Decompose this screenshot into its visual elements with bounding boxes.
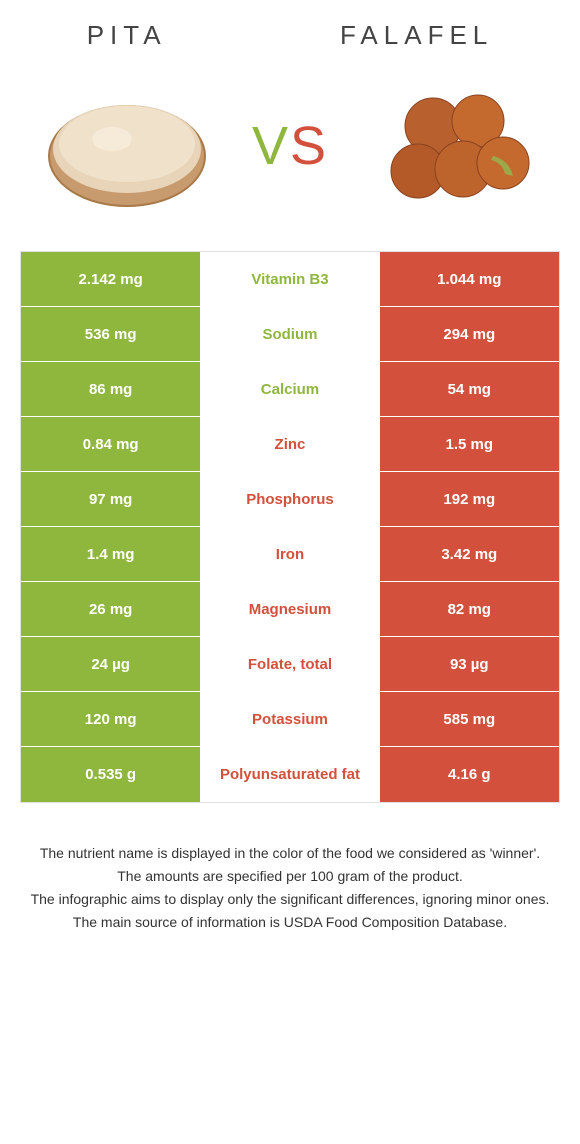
cell-left-value: 120 mg bbox=[21, 692, 200, 746]
cell-nutrient-name: Folate, total bbox=[200, 637, 379, 691]
images-row: VS bbox=[0, 61, 580, 251]
table-row: 0.84 mgZinc1.5 mg bbox=[21, 417, 559, 472]
cell-left-value: 24 µg bbox=[21, 637, 200, 691]
cell-nutrient-name: Calcium bbox=[200, 362, 379, 416]
table-row: 0.535 gPolyunsaturated fat4.16 g bbox=[21, 747, 559, 802]
cell-nutrient-name: Zinc bbox=[200, 417, 379, 471]
table-row: 2.142 mgVitamin B31.044 mg bbox=[21, 252, 559, 307]
cell-nutrient-name: Iron bbox=[200, 527, 379, 581]
pita-image bbox=[37, 71, 217, 221]
cell-left-value: 86 mg bbox=[21, 362, 200, 416]
cell-left-value: 26 mg bbox=[21, 582, 200, 636]
table-row: 1.4 mgIron3.42 mg bbox=[21, 527, 559, 582]
table-row: 86 mgCalcium54 mg bbox=[21, 362, 559, 417]
cell-right-value: 82 mg bbox=[380, 582, 559, 636]
cell-nutrient-name: Sodium bbox=[200, 307, 379, 361]
cell-right-value: 1.5 mg bbox=[380, 417, 559, 471]
falafel-image bbox=[363, 71, 543, 221]
cell-nutrient-name: Polyunsaturated fat bbox=[200, 747, 379, 802]
food-title-left: PITA bbox=[87, 20, 167, 51]
cell-nutrient-name: Phosphorus bbox=[200, 472, 379, 526]
cell-left-value: 1.4 mg bbox=[21, 527, 200, 581]
footer-line: The main source of information is USDA F… bbox=[30, 912, 550, 933]
table-row: 536 mgSodium294 mg bbox=[21, 307, 559, 362]
cell-right-value: 54 mg bbox=[380, 362, 559, 416]
cell-nutrient-name: Potassium bbox=[200, 692, 379, 746]
cell-left-value: 536 mg bbox=[21, 307, 200, 361]
footer-line: The amounts are specified per 100 gram o… bbox=[30, 866, 550, 887]
nutrient-table: 2.142 mgVitamin B31.044 mg536 mgSodium29… bbox=[20, 251, 560, 803]
footer-line: The nutrient name is displayed in the co… bbox=[30, 843, 550, 864]
table-row: 120 mgPotassium585 mg bbox=[21, 692, 559, 747]
table-row: 26 mgMagnesium82 mg bbox=[21, 582, 559, 637]
cell-left-value: 0.535 g bbox=[21, 747, 200, 802]
cell-right-value: 192 mg bbox=[380, 472, 559, 526]
cell-nutrient-name: Magnesium bbox=[200, 582, 379, 636]
vs-v: V bbox=[252, 115, 290, 177]
vs-s: S bbox=[290, 115, 328, 177]
table-row: 97 mgPhosphorus192 mg bbox=[21, 472, 559, 527]
falafel-icon bbox=[363, 71, 543, 221]
cell-right-value: 4.16 g bbox=[380, 747, 559, 802]
cell-nutrient-name: Vitamin B3 bbox=[200, 252, 379, 306]
vs-label: VS bbox=[252, 115, 328, 177]
footer-notes: The nutrient name is displayed in the co… bbox=[0, 803, 580, 933]
cell-right-value: 585 mg bbox=[380, 692, 559, 746]
cell-left-value: 0.84 mg bbox=[21, 417, 200, 471]
table-row: 24 µgFolate, total93 µg bbox=[21, 637, 559, 692]
food-title-right: FALAFEL bbox=[340, 20, 493, 51]
cell-right-value: 1.044 mg bbox=[380, 252, 559, 306]
footer-line: The infographic aims to display only the… bbox=[30, 889, 550, 910]
cell-right-value: 3.42 mg bbox=[380, 527, 559, 581]
header-row: PITA FALAFEL bbox=[0, 0, 580, 61]
pita-icon bbox=[37, 71, 217, 221]
cell-left-value: 2.142 mg bbox=[21, 252, 200, 306]
cell-right-value: 93 µg bbox=[380, 637, 559, 691]
cell-right-value: 294 mg bbox=[380, 307, 559, 361]
cell-left-value: 97 mg bbox=[21, 472, 200, 526]
